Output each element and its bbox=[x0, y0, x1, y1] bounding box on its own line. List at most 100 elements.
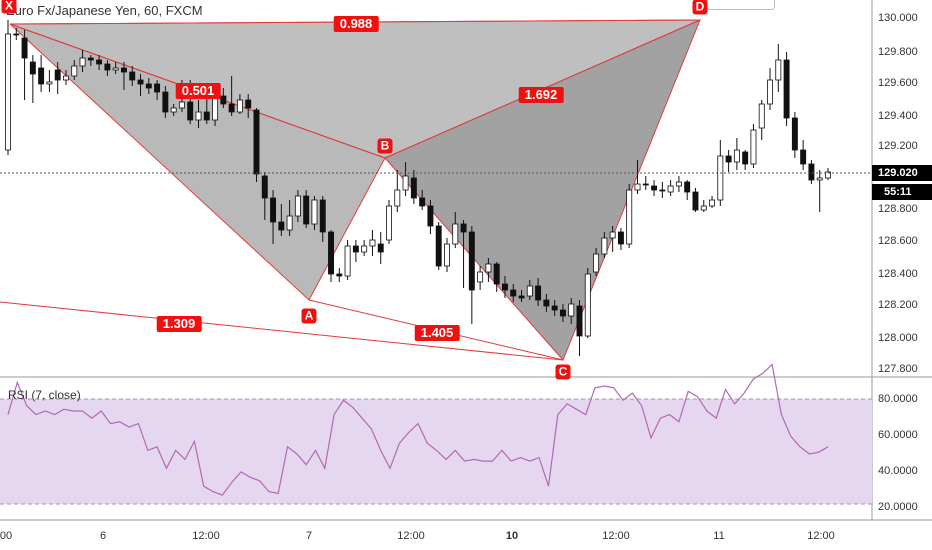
candle-body bbox=[634, 183, 641, 191]
candle-body bbox=[63, 75, 69, 81]
point-c-badge[interactable]: C bbox=[555, 364, 571, 380]
candle-body bbox=[651, 185, 658, 191]
candle-body bbox=[518, 295, 525, 299]
candle-body bbox=[709, 199, 716, 207]
candle-body bbox=[410, 177, 417, 199]
candle-body bbox=[294, 195, 301, 217]
candle-body bbox=[270, 197, 277, 223]
candle-body bbox=[178, 101, 185, 109]
candle-body bbox=[783, 59, 790, 119]
candle-body bbox=[526, 285, 533, 297]
candle-body bbox=[137, 79, 144, 85]
candle-body bbox=[675, 181, 682, 187]
candle-body bbox=[369, 239, 376, 247]
harmonic-pattern[interactable] bbox=[0, 19, 701, 361]
candle-body bbox=[617, 231, 624, 245]
price-tick: 128.200 bbox=[878, 299, 918, 311]
candle-body bbox=[742, 151, 749, 165]
price-tick: 129.800 bbox=[878, 46, 918, 58]
rsi-band bbox=[0, 399, 872, 504]
price-tick: 128.600 bbox=[878, 235, 918, 247]
price-tick: 128.000 bbox=[878, 332, 918, 344]
candle-body bbox=[129, 71, 136, 81]
candle-body bbox=[684, 181, 691, 193]
line-xc bbox=[0, 301, 564, 361]
price-tick: 128.400 bbox=[878, 268, 918, 280]
candle-body bbox=[477, 271, 484, 283]
time-tick: 6 bbox=[99, 530, 107, 542]
ratio-label-ac[interactable]: 1.405 bbox=[414, 325, 460, 341]
candle-body bbox=[303, 195, 310, 225]
candle-body bbox=[750, 129, 757, 165]
candle-body bbox=[543, 299, 550, 307]
candle-body bbox=[253, 109, 260, 175]
candlestick-series bbox=[5, 20, 831, 356]
rsi-tick: 80.0000 bbox=[878, 393, 918, 405]
candle-body bbox=[468, 231, 475, 291]
point-a-badge[interactable]: A bbox=[301, 308, 317, 324]
candle-body bbox=[220, 95, 227, 105]
candle-body bbox=[427, 205, 434, 227]
candle-body bbox=[336, 273, 343, 277]
candle-body bbox=[286, 215, 293, 231]
time-tick: 11 bbox=[713, 530, 725, 542]
ratio-label-xc[interactable]: 1.309 bbox=[156, 316, 202, 332]
candle-body bbox=[212, 95, 219, 121]
ratio-label-bd[interactable]: 1.692 bbox=[518, 87, 564, 103]
candle-body bbox=[120, 67, 127, 73]
point-x-badge[interactable]: X bbox=[1, 0, 17, 14]
candle-body bbox=[700, 205, 707, 211]
candle-body bbox=[767, 79, 773, 105]
candle-body bbox=[758, 103, 765, 129]
point-b-badge[interactable]: B bbox=[377, 138, 393, 154]
candle-body bbox=[228, 103, 235, 113]
time-tick: 10 bbox=[505, 530, 519, 542]
candle-body bbox=[145, 83, 152, 89]
candle-body bbox=[5, 33, 11, 151]
candle-body bbox=[593, 253, 600, 273]
candle-body bbox=[609, 231, 616, 239]
time-tick: 7 bbox=[305, 530, 313, 542]
chart-title: Euro Fx/Japanese Yen, 60, FXCM bbox=[6, 3, 203, 18]
bar-countdown: 55:11 bbox=[872, 184, 932, 200]
time-tick: 12:00 bbox=[602, 530, 630, 542]
candle-body bbox=[493, 263, 500, 285]
ratio-label-xd[interactable]: 0.988 bbox=[333, 16, 379, 32]
candle-body bbox=[717, 155, 724, 201]
candle-body bbox=[601, 237, 608, 255]
time-tick: 12:00 bbox=[397, 530, 425, 542]
candle-body bbox=[261, 175, 268, 199]
candle-body bbox=[808, 163, 815, 181]
candle-body bbox=[46, 81, 53, 85]
candle-body bbox=[377, 243, 384, 253]
rsi-tick: 40.0000 bbox=[878, 465, 918, 477]
candle-body bbox=[328, 231, 334, 275]
candle-body bbox=[551, 305, 558, 311]
candle-body bbox=[659, 189, 666, 192]
price-tick: 128.800 bbox=[878, 203, 918, 215]
candle-body bbox=[352, 245, 359, 253]
candle-body bbox=[187, 101, 194, 121]
time-tick: 12:00 bbox=[807, 530, 835, 542]
candle-body bbox=[419, 197, 426, 207]
candle-body bbox=[502, 283, 508, 291]
candle-body bbox=[584, 273, 591, 337]
candle-body bbox=[642, 183, 649, 186]
point-d-badge[interactable]: D bbox=[692, 0, 708, 15]
candle-body bbox=[559, 309, 566, 317]
candle-body bbox=[71, 65, 78, 77]
ratio-label-xb[interactable]: 0.501 bbox=[175, 83, 221, 99]
drawing-tooltip-box bbox=[707, 0, 775, 10]
candle-body bbox=[319, 199, 326, 233]
candle-body bbox=[775, 59, 782, 81]
candle-body bbox=[29, 61, 36, 75]
rsi-title[interactable]: RSI (7, close) bbox=[8, 388, 81, 402]
candle-body bbox=[195, 111, 202, 121]
candle-body bbox=[692, 191, 699, 211]
rsi-tick: 20.0000 bbox=[878, 501, 918, 513]
price-tick: 129.400 bbox=[878, 110, 918, 122]
candle-body bbox=[344, 245, 351, 277]
candle-body bbox=[816, 177, 823, 181]
candle-body bbox=[460, 223, 467, 233]
